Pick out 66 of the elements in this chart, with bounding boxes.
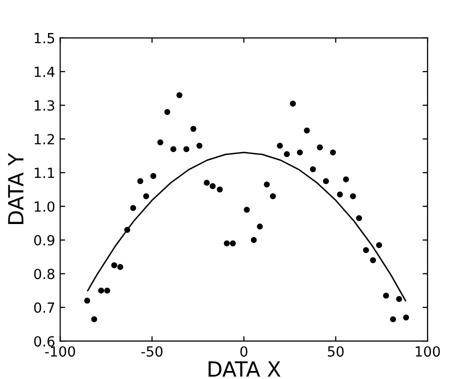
point — [84, 298, 90, 304]
x-tick-label: 0 — [240, 346, 248, 357]
point — [376, 242, 382, 248]
x-axis-title: DATA X — [208, 361, 281, 377]
y-tick-label: 0.7 — [34, 302, 54, 313]
point — [176, 92, 182, 98]
point — [296, 149, 303, 156]
point — [210, 183, 216, 190]
point — [390, 316, 396, 322]
y-tick-label: 0.6 — [34, 336, 54, 347]
point — [244, 206, 250, 213]
point — [290, 100, 296, 107]
y-tick-label: 1.5 — [34, 33, 54, 44]
point — [104, 288, 110, 294]
point — [190, 126, 196, 132]
point — [322, 178, 329, 184]
point — [143, 193, 150, 200]
point — [264, 181, 270, 188]
point — [270, 193, 276, 200]
point — [204, 180, 210, 186]
x-tick-label: 50 — [328, 346, 344, 357]
line-series — [87, 152, 406, 302]
point — [170, 146, 176, 152]
point — [336, 192, 343, 198]
point — [383, 292, 390, 299]
point — [230, 240, 236, 246]
point — [137, 178, 144, 184]
y-axis-title: DATA Y — [8, 152, 24, 224]
x-tick-label: -100 — [45, 346, 76, 357]
point — [98, 288, 104, 294]
point — [183, 146, 190, 152]
point — [310, 166, 316, 172]
point — [403, 314, 410, 321]
point — [150, 173, 156, 180]
y-tick-label: 1.3 — [34, 100, 54, 111]
point — [304, 128, 310, 134]
point — [370, 257, 376, 264]
point — [343, 176, 349, 182]
point — [111, 262, 118, 268]
y-tick-label: 0.8 — [34, 268, 54, 280]
point — [91, 316, 98, 322]
y-tick-label: 1.4 — [34, 66, 55, 77]
point — [276, 142, 283, 149]
point — [363, 247, 370, 254]
y-tick-label: 1.0 — [34, 201, 54, 212]
point — [157, 139, 164, 146]
point — [330, 149, 336, 156]
point — [196, 142, 202, 149]
point — [396, 296, 402, 302]
point — [124, 226, 130, 233]
point — [284, 151, 290, 158]
point — [130, 205, 136, 212]
point — [316, 144, 323, 150]
point — [216, 186, 223, 192]
point — [224, 240, 230, 246]
point — [356, 215, 362, 222]
y-tick-label: 1.2 — [34, 134, 54, 144]
point — [250, 237, 257, 244]
point — [256, 224, 263, 230]
x-tick-label: -50 — [141, 346, 162, 357]
y-tick-label: 1.1 — [34, 168, 54, 178]
point — [164, 109, 170, 116]
y-tick-label: 0.9 — [34, 235, 54, 246]
point — [117, 264, 124, 270]
x-tick-label: 100 — [416, 346, 440, 357]
point — [350, 193, 356, 200]
